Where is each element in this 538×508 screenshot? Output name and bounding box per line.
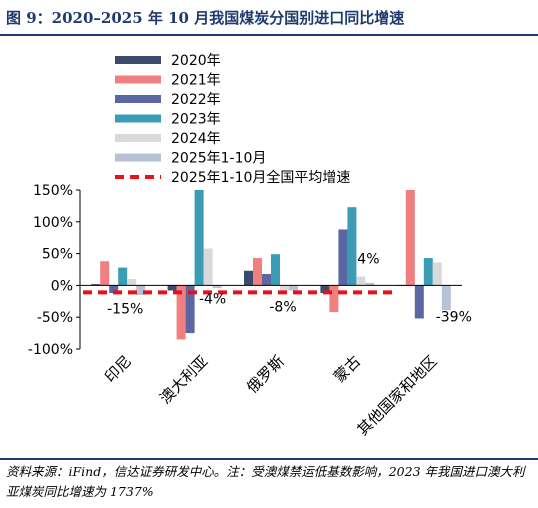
data-label: 4% (357, 251, 379, 267)
y-tick-label: -50% (37, 310, 73, 326)
legend-label: 2020年 (171, 53, 221, 69)
y-tick-label: 150% (33, 183, 73, 199)
bar (356, 276, 366, 286)
x-tick-label: 蒙古 (330, 352, 364, 386)
x-tick-label: 俄罗斯 (243, 352, 288, 397)
bar (289, 285, 298, 291)
chart-title: 图 9：2020–2025 年 10 月我国煤炭分国别进口同比增速 (6, 9, 405, 27)
y-tick-label: -100% (28, 342, 73, 358)
bar (212, 285, 222, 288)
bar (185, 285, 195, 334)
legend-swatch (115, 75, 161, 84)
legend: 2020年 2021年 2022年 2023年 2024年 2025年1-10月 2025年… (115, 53, 350, 186)
bar (347, 207, 357, 286)
y-tick-label: 0% (51, 278, 73, 294)
bar (203, 248, 213, 286)
bar (136, 285, 146, 295)
bar (118, 267, 128, 286)
data-label: -4% (199, 291, 226, 307)
legend-label: 2024年 (171, 131, 221, 147)
legend-swatch (115, 56, 161, 64)
bar (432, 262, 442, 286)
legend-label: 2025年1-10月 (171, 151, 266, 167)
x-tick-label: 澳大利亚 (156, 352, 211, 407)
legend-swatch (115, 153, 161, 162)
bar (100, 261, 110, 286)
bar (127, 279, 137, 286)
y-tick-label: 50% (42, 247, 73, 263)
bar (109, 285, 119, 294)
bars (91, 190, 451, 340)
annotations: -15% -4% -8% 4% -39% (107, 251, 472, 325)
bar (262, 273, 271, 286)
legend-swatch (115, 114, 161, 123)
bar (280, 285, 289, 291)
bar (329, 285, 339, 313)
source-rule (0, 458, 538, 460)
legend-swatch (115, 134, 161, 142)
data-label: -8% (269, 299, 296, 315)
bar (194, 190, 204, 286)
bar (338, 229, 348, 286)
data-label: -15% (107, 301, 143, 317)
bar (91, 284, 101, 286)
x-tick-label: 其他国家和地区 (354, 352, 441, 439)
bar (441, 285, 451, 311)
chart: 2020年 2021年 2022年 2023年 2024年 2025年1-10月 2025年… (28, 53, 472, 439)
x-tick-label: 印尼 (101, 352, 135, 386)
legend-label: 2022年 (171, 92, 221, 108)
legend-label: 2021年 (171, 73, 221, 89)
title-rule (0, 34, 538, 36)
data-label: -39% (436, 309, 472, 325)
y-tick-label: 100% (33, 215, 73, 231)
bar (365, 282, 375, 286)
bar (423, 258, 433, 286)
bar (253, 258, 262, 286)
bar (320, 285, 330, 294)
source-note: 资料来源：iFind，信达证券研发中心。注：受澳煤禁运低基数影响，2023 年我… (6, 464, 525, 499)
y-axis: 150% 100% 50% 0% -50% -100% (28, 183, 81, 358)
bar (167, 285, 177, 291)
legend-swatch (115, 95, 161, 103)
legend-label: 2023年 (171, 112, 221, 128)
bar (405, 190, 415, 286)
bar (271, 254, 280, 286)
legend-label: 2025年1-10月全国平均增速 (171, 169, 350, 186)
bar (244, 270, 253, 286)
bar (414, 285, 424, 319)
bar (176, 285, 186, 340)
